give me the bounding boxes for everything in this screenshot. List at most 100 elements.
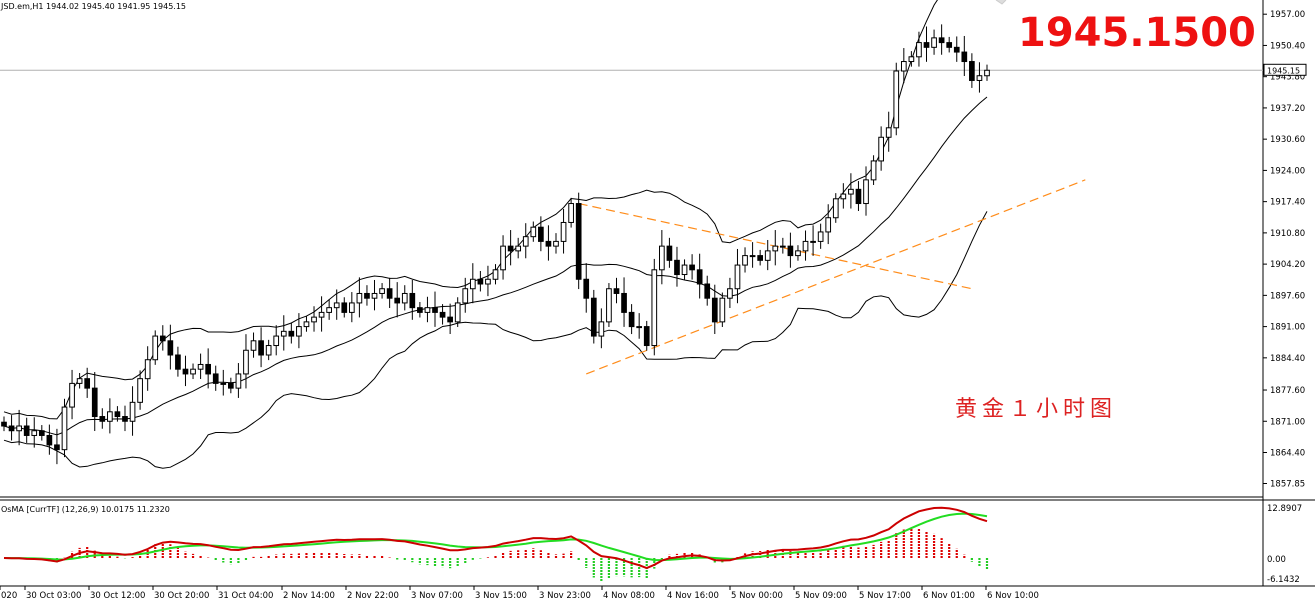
candle-up (235, 373, 242, 389)
candle-up (61, 406, 68, 451)
candle-down (628, 311, 635, 328)
osma-axis-label-top: 12.8907 (1267, 504, 1302, 514)
candle-down (674, 259, 680, 276)
candle-down (91, 387, 98, 418)
time-tick-label: 6 Nov 01:00 (923, 591, 975, 599)
candle-up (303, 321, 310, 328)
candle-down (953, 46, 960, 53)
candle-up (485, 278, 491, 285)
candle-down (386, 288, 393, 299)
candle-up (190, 368, 196, 375)
trendline-lower (586, 179, 1086, 375)
candle-down (394, 297, 401, 304)
candle-down (613, 288, 620, 294)
time-tick-label: 2 Nov 22:00 (347, 591, 399, 599)
candle-up (749, 255, 756, 258)
candle-down (447, 316, 453, 323)
time-tick-label: 3 Nov 07:00 (411, 591, 463, 599)
time-tick-label: 31 Oct 04:00 (218, 591, 273, 599)
candle-up (152, 335, 159, 361)
candle-up (500, 245, 506, 271)
candle-up (848, 188, 854, 195)
price-tick-label: 1864.40 (1270, 449, 1305, 459)
candle-up (810, 240, 816, 243)
candle-down (122, 416, 128, 422)
candle-down (84, 378, 91, 389)
candle-down (787, 245, 794, 257)
candle-up (742, 255, 748, 266)
candle-up (515, 245, 522, 252)
price-tick-label: 1917.40 (1270, 198, 1305, 208)
osma-axis-label-bottom: -6.1432 (1267, 575, 1300, 585)
time-axis: 020 30 Oct 03:00 30 Oct 12:00 30 Oct 20:00 3… (0, 586, 1039, 599)
osma-title: OsMA [CurrTF] (12,26,9) 10.0175 11.2320 (1, 505, 170, 514)
time-tick-label: 4 Nov 08:00 (603, 591, 655, 599)
time-tick-label: 5 Nov 17:00 (859, 591, 911, 599)
candle-up (931, 37, 937, 48)
price-tick-label: 1930.60 (1270, 135, 1305, 145)
candle-up (318, 311, 325, 318)
candle-up (454, 302, 461, 323)
candle-up (462, 288, 469, 304)
candle-down (114, 411, 121, 418)
time-tick-label: 3 Nov 23:00 (539, 591, 591, 599)
candle-down (288, 330, 295, 337)
candle-up (863, 179, 869, 205)
candle-up (16, 425, 22, 432)
candle-up (795, 250, 801, 257)
candle-down (167, 340, 174, 356)
price-tick-label: 1957.00 (1270, 10, 1305, 20)
candle-down (46, 434, 53, 446)
candle-up (379, 288, 385, 294)
candle-up (107, 411, 113, 422)
candle-down (182, 368, 189, 375)
symbol-info: JSD.em,H1 1944.02 1945.40 1941.95 1945.1… (0, 2, 186, 11)
candle-up (659, 245, 665, 271)
price-axis: 1957.00 1950.40 1943.80 1937.20 1930.60 1924.… (1263, 10, 1305, 490)
candle-up (976, 75, 983, 81)
candle-up (681, 264, 688, 276)
time-tick-label: 30 Oct 03:00 (26, 591, 81, 599)
candle-up (908, 56, 915, 63)
time-tick-label: 5 Nov 00:00 (731, 591, 783, 599)
candle-up (220, 382, 227, 385)
candle-up (840, 193, 847, 200)
candle-down (538, 226, 544, 242)
price-tick-label: 1904.20 (1270, 260, 1305, 270)
candle-up (553, 240, 559, 247)
candle-up (522, 236, 529, 247)
candle-up (311, 316, 317, 323)
price-tick-label: 1897.60 (1270, 291, 1305, 301)
candle-down (938, 37, 945, 44)
candle-down (923, 42, 930, 48)
candle-up (250, 340, 257, 351)
candle-up (144, 359, 151, 380)
candle-down (205, 363, 212, 375)
candle-up (893, 70, 900, 129)
candle-down (689, 264, 695, 271)
candle-up (764, 250, 771, 261)
candle-up (885, 127, 892, 138)
bollinger-upper (3, 0, 938, 420)
candle-down (961, 51, 968, 63)
candle-up (825, 217, 832, 233)
candle-up (333, 302, 340, 309)
current-price-tag-label: 1945.15 (1267, 66, 1300, 75)
candle-down (54, 444, 60, 451)
candle-up (719, 297, 726, 323)
candle-up (598, 321, 605, 337)
candle-down (477, 278, 484, 285)
time-tick-label: 3 Nov 15:00 (475, 591, 527, 599)
price-tick-label: 1891.00 (1270, 323, 1305, 333)
price-tick-label: 1937.20 (1270, 104, 1305, 114)
candles (1, 24, 990, 465)
candle-up (326, 307, 332, 313)
candle-up (817, 231, 824, 242)
scroll-marker-icon[interactable] (995, 0, 1007, 5)
time-tick-label: 6 Nov 10:00 (987, 591, 1039, 599)
candle-up (651, 269, 658, 347)
candle-down (417, 307, 423, 313)
candle-down (432, 307, 438, 313)
